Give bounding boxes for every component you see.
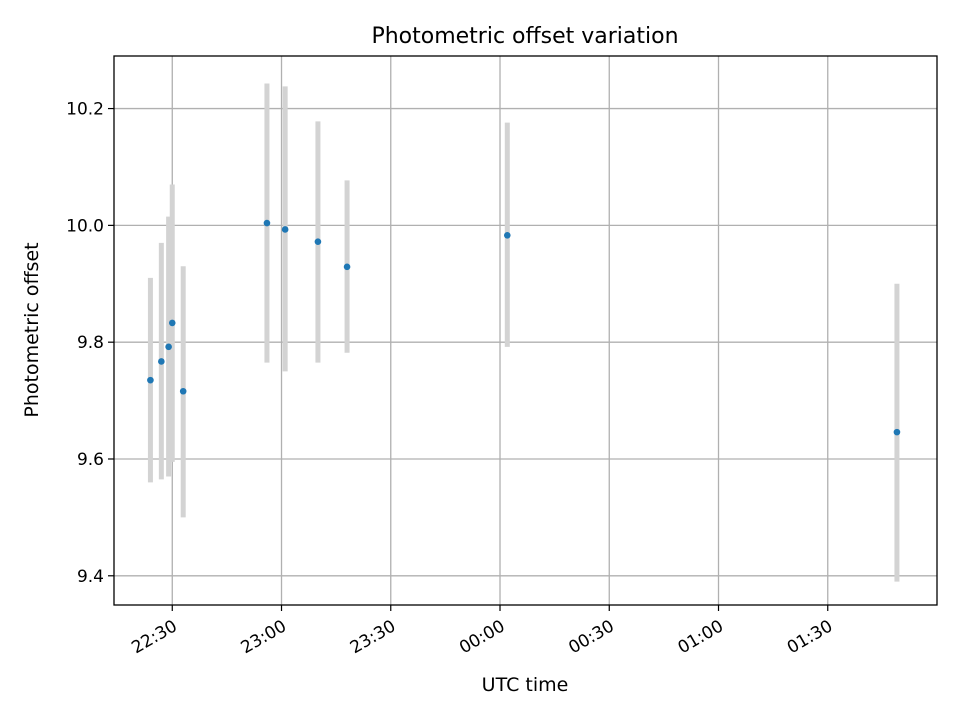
data-point — [314, 238, 322, 246]
x-tick-label: 23:30 — [347, 616, 399, 658]
x-axis-ticks: 22:30 23:00 23:30 00:00 00:30 01:00 01:30 — [128, 605, 836, 658]
y-axis-ticks: 9.4 9.6 9.8 10.0 10.2 — [66, 100, 114, 587]
data-point — [893, 428, 901, 436]
x-tick-label: 00:00 — [456, 616, 508, 658]
y-tick-label: 10.0 — [66, 216, 104, 236]
y-tick-label: 9.6 — [77, 450, 104, 470]
y-axis-label: Photometric offset — [21, 242, 43, 417]
data-point — [281, 226, 289, 233]
chart-title: Photometric offset variation — [371, 24, 678, 49]
data-point — [263, 219, 271, 227]
x-tick-label: 22:30 — [128, 616, 180, 658]
data-point — [147, 376, 154, 384]
data-point — [165, 343, 172, 351]
error-bars — [147, 83, 900, 582]
x-tick-label: 01:30 — [784, 616, 836, 658]
x-tick-label: 00:30 — [565, 616, 617, 658]
x-axis-label: UTC time — [482, 674, 569, 696]
data-point — [158, 358, 165, 365]
plot-frame — [113, 55, 938, 606]
y-tick-label: 9.8 — [77, 333, 104, 353]
grid — [114, 56, 937, 605]
x-tick-label: 01:00 — [675, 616, 727, 658]
y-tick-label: 9.4 — [77, 567, 104, 587]
data-points — [147, 219, 901, 436]
y-tick-label: 10.2 — [66, 100, 104, 120]
x-tick-label: 23:00 — [238, 616, 290, 658]
data-point — [503, 232, 511, 239]
data-point — [343, 263, 351, 271]
data-point — [179, 387, 187, 395]
data-point — [168, 319, 176, 327]
